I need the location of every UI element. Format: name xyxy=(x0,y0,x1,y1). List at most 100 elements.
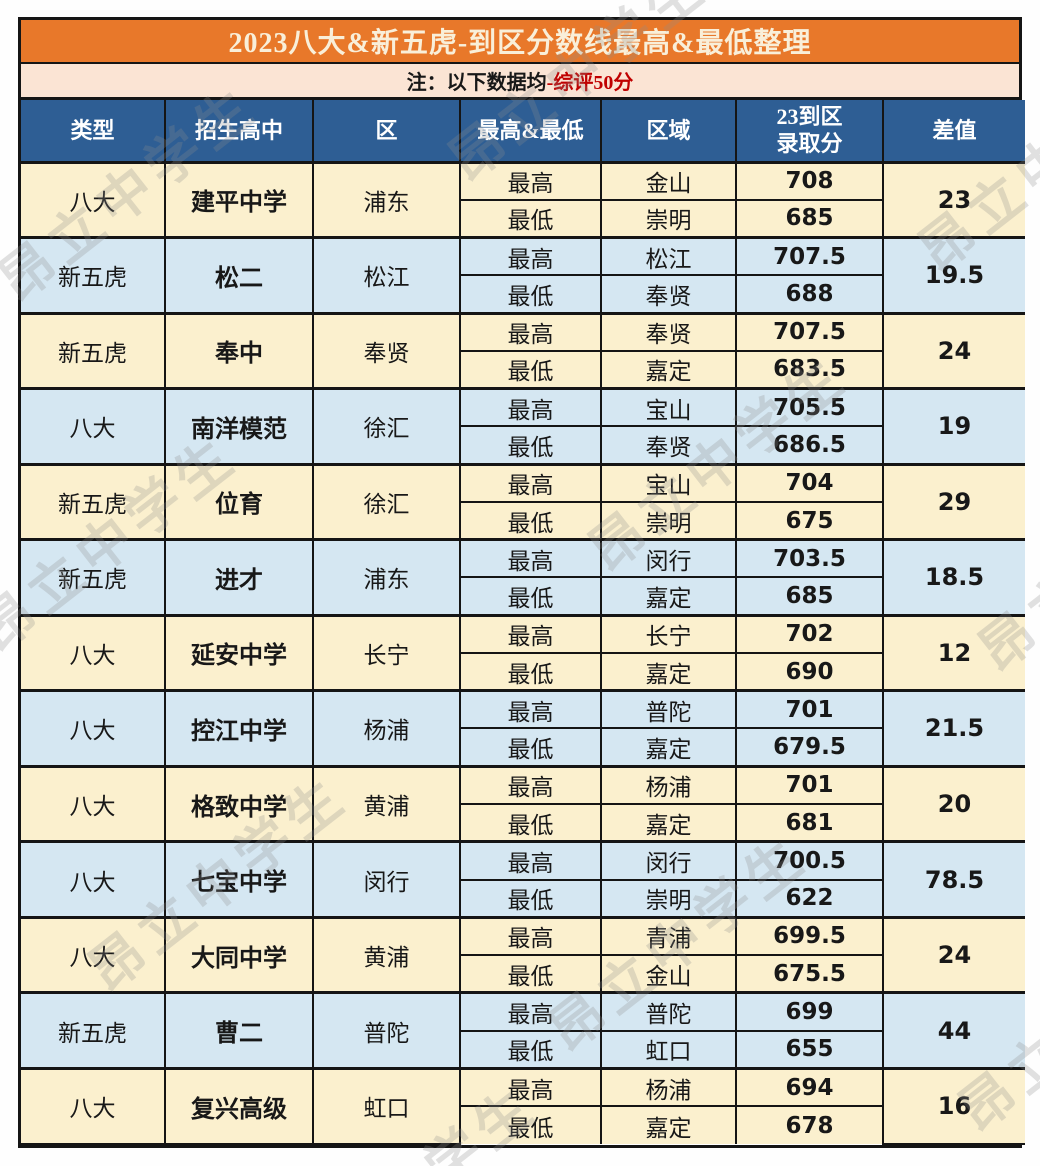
column-header-region: 区域 xyxy=(600,100,737,164)
min-region-cell: 嘉定 xyxy=(600,727,737,768)
school-type-cell: 八大 xyxy=(21,1066,166,1145)
diff-value-cell: 12 xyxy=(882,613,1025,692)
school-district-cell: 长宁 xyxy=(312,613,461,692)
table-row-min: 最低 嘉定 690 xyxy=(21,651,1025,692)
max-label-cell: 最高 xyxy=(459,236,602,277)
table-row-max: 八大 建平中学 浦东 最高 金山 708 23 xyxy=(21,162,1025,239)
min-score-cell: 686.5 xyxy=(735,425,883,466)
min-region-cell: 金山 xyxy=(600,954,737,994)
max-region-cell: 宝山 xyxy=(600,462,737,503)
max-region-cell: 金山 xyxy=(600,162,737,201)
max-label-cell: 最高 xyxy=(459,613,602,654)
school-district-cell: 虹口 xyxy=(312,1066,461,1145)
school-name-cell: 南洋模范 xyxy=(164,387,314,466)
school-type-cell: 新五虎 xyxy=(21,311,166,390)
min-label-cell: 最低 xyxy=(460,349,602,390)
table-row-max: 新五虎 奉中 奉贤 最高 奉贤 707.5 24 xyxy=(21,311,1025,390)
min-score-cell: 679.5 xyxy=(735,727,883,768)
school-district-cell: 徐汇 xyxy=(312,387,461,466)
table-row-min: 最低 虹口 655 xyxy=(21,1029,1025,1070)
max-score-cell: 702 xyxy=(735,613,884,654)
school-type-cell: 八大 xyxy=(21,840,166,919)
school-name-cell: 复兴高级 xyxy=(164,1066,314,1145)
min-label-cell: 最低 xyxy=(460,425,602,466)
school-type-cell: 八大 xyxy=(21,915,166,994)
max-label-cell: 最高 xyxy=(459,162,602,201)
school-name-cell: 曹二 xyxy=(164,991,314,1070)
max-region-cell: 普陀 xyxy=(600,689,737,730)
table-row-max: 八大 延安中学 长宁 最高 长宁 702 12 xyxy=(21,613,1025,692)
school-name-cell: 大同中学 xyxy=(164,915,314,994)
min-label-cell: 最低 xyxy=(460,803,602,843)
school-district-cell: 奉贤 xyxy=(312,311,461,390)
school-type-cell: 八大 xyxy=(21,613,166,692)
max-region-cell: 奉贤 xyxy=(600,311,737,352)
min-label-cell: 最低 xyxy=(460,878,602,919)
min-label-cell: 最低 xyxy=(460,1029,602,1070)
diff-value-cell: 23 xyxy=(882,162,1025,239)
header-row: 类型 招生高中 区 最高&最低 区域 23到区 录取分 差值 xyxy=(21,100,1025,164)
column-header-diff: 差值 xyxy=(882,100,1025,164)
table-row-max: 八大 七宝中学 闵行 最高 闵行 700.5 78.5 xyxy=(21,840,1025,919)
max-score-cell: 701 xyxy=(735,764,884,806)
min-score-cell: 622 xyxy=(735,878,883,919)
school-name-cell: 位育 xyxy=(164,462,314,541)
diff-value-cell: 24 xyxy=(882,311,1025,390)
school-district-cell: 黄浦 xyxy=(312,915,461,994)
school-district-cell: 黄浦 xyxy=(312,764,461,843)
school-type-cell: 新五虎 xyxy=(21,991,166,1070)
min-region-cell: 嘉定 xyxy=(600,349,737,390)
page-title: 2023八大&新五虎-到区分数线最高&最低整理 xyxy=(21,20,1019,64)
school-district-cell: 浦东 xyxy=(312,162,461,239)
diff-value-cell: 29 xyxy=(882,462,1025,541)
min-score-cell: 688 xyxy=(735,274,883,315)
table-row-max: 新五虎 位育 徐汇 最高 宝山 704 29 xyxy=(21,462,1025,541)
min-region-cell: 崇明 xyxy=(600,198,737,239)
max-region-cell: 闵行 xyxy=(600,840,737,881)
table-row-min: 最低 金山 675.5 xyxy=(21,954,1025,994)
min-label-cell: 最低 xyxy=(460,1105,602,1144)
school-name-cell: 奉中 xyxy=(164,311,314,390)
max-score-cell: 700.5 xyxy=(735,840,884,881)
min-label-cell: 最低 xyxy=(460,954,602,994)
max-region-cell: 松江 xyxy=(600,236,737,277)
max-score-cell: 704 xyxy=(735,462,884,503)
table-row-min: 最低 嘉定 678 xyxy=(21,1105,1025,1144)
column-header-school: 招生高中 xyxy=(164,100,314,164)
max-region-cell: 长宁 xyxy=(600,613,737,654)
min-score-cell: 690 xyxy=(735,651,883,692)
table-row-max: 八大 南洋模范 徐汇 最高 宝山 705.5 19 xyxy=(21,387,1025,466)
diff-value-cell: 16 xyxy=(882,1066,1025,1145)
table-row-min: 最低 嘉定 679.5 xyxy=(21,727,1025,768)
school-type-cell: 新五虎 xyxy=(21,236,166,315)
school-type-cell: 八大 xyxy=(21,764,166,843)
max-score-cell: 707.5 xyxy=(735,311,884,352)
diff-value-cell: 24 xyxy=(882,915,1025,994)
column-header-type: 类型 xyxy=(21,100,166,164)
table-row-min: 最低 嘉定 685 xyxy=(21,576,1025,617)
min-region-cell: 崇明 xyxy=(600,500,737,541)
table-row-min: 最低 嘉定 681 xyxy=(21,803,1025,843)
min-label-cell: 最低 xyxy=(460,576,602,617)
min-region-cell: 崇明 xyxy=(600,878,737,919)
note-prefix: 注：以下数据均 xyxy=(406,72,547,94)
diff-value-cell: 21.5 xyxy=(882,689,1025,768)
min-label-cell: 最低 xyxy=(460,727,602,768)
max-label-cell: 最高 xyxy=(459,840,602,881)
diff-value-cell: 20 xyxy=(882,764,1025,843)
max-label-cell: 最高 xyxy=(459,689,602,730)
max-label-cell: 最高 xyxy=(459,915,602,957)
school-type-cell: 新五虎 xyxy=(21,538,166,617)
table-row-min: 最低 奉贤 686.5 xyxy=(21,425,1025,466)
school-type-cell: 新五虎 xyxy=(21,462,166,541)
max-label-cell: 最高 xyxy=(459,462,602,503)
table-row-max: 八大 格致中学 黄浦 最高 杨浦 701 20 xyxy=(21,764,1025,843)
school-district-cell: 闵行 xyxy=(312,840,461,919)
min-label-cell: 最低 xyxy=(460,651,602,692)
table-row-min: 最低 奉贤 688 xyxy=(21,274,1025,315)
school-name-cell: 建平中学 xyxy=(164,162,314,239)
table-row-min: 最低 崇明 675 xyxy=(21,500,1025,541)
max-label-cell: 最高 xyxy=(459,538,602,579)
min-score-cell: 685 xyxy=(735,576,883,617)
max-label-cell: 最高 xyxy=(459,991,602,1032)
